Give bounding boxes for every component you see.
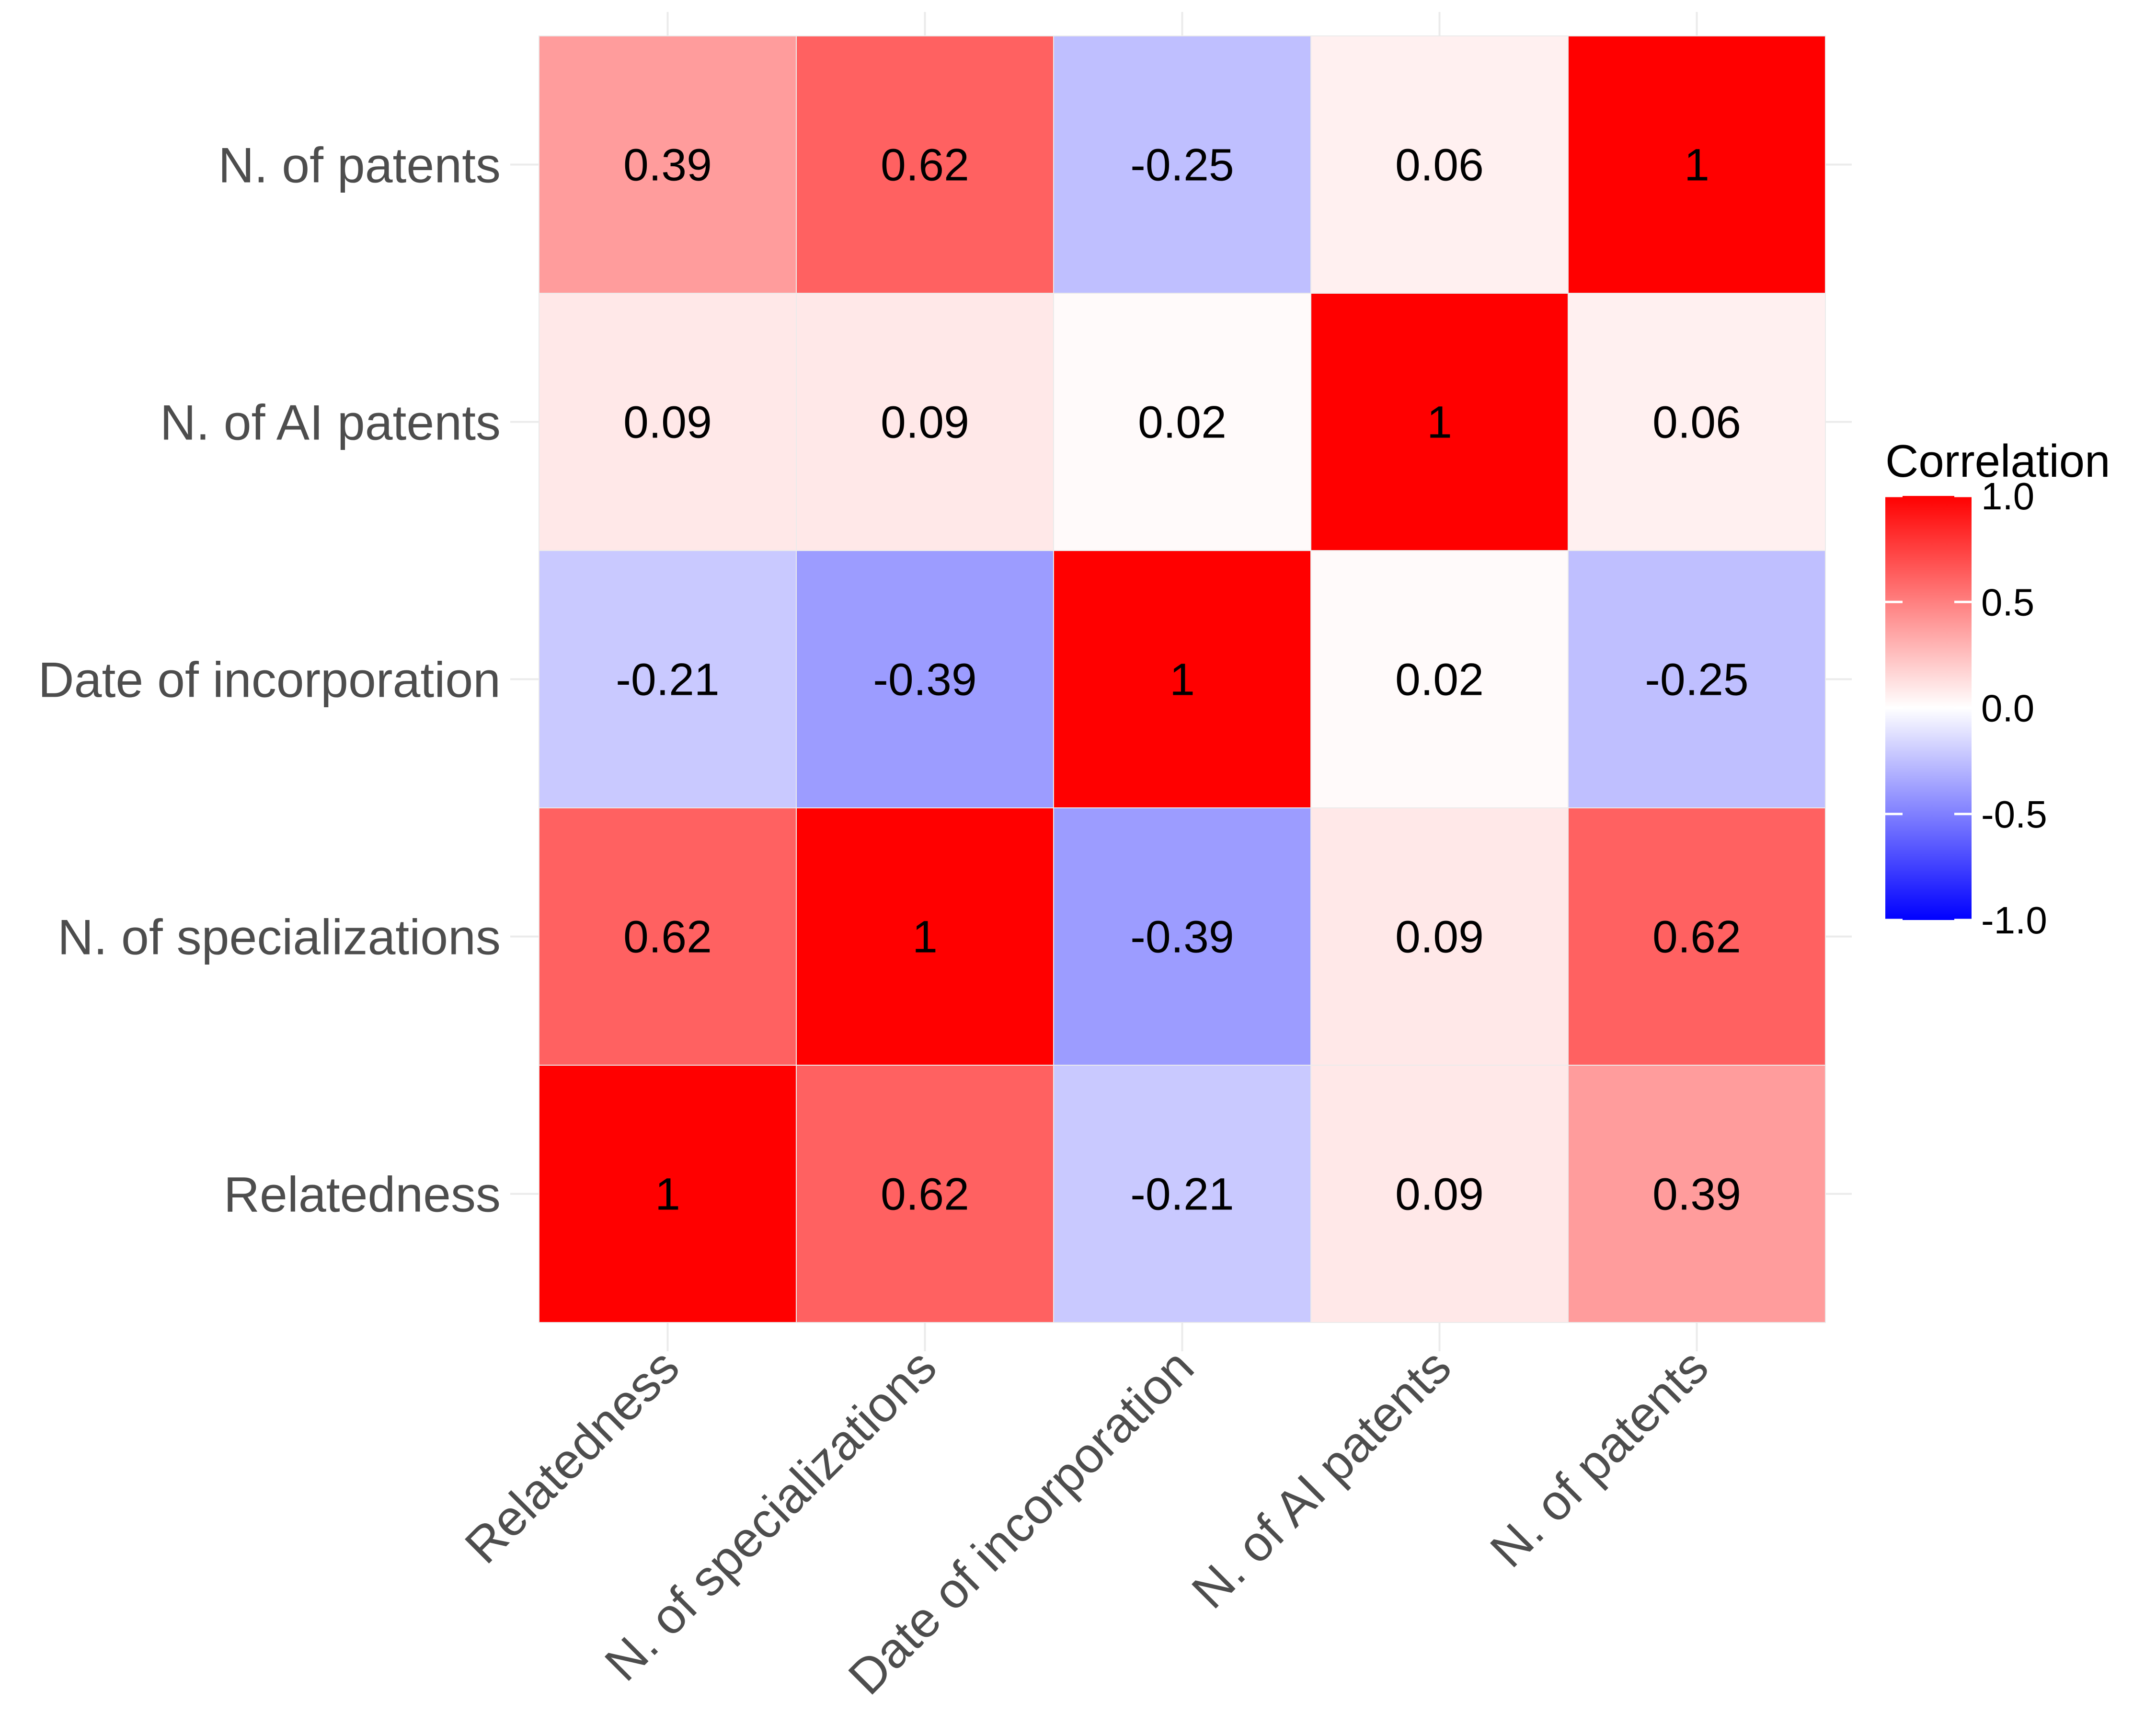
cell-value-label: 0.02 xyxy=(1138,397,1227,448)
heatmap-cell xyxy=(1568,807,1826,1066)
cell-value-label: -0.25 xyxy=(1645,655,1749,705)
cell-value-label: 0.62 xyxy=(623,912,712,963)
cell-value-label: 0.09 xyxy=(1395,912,1484,963)
x-tick-label: N. of patents xyxy=(1480,1339,1719,1578)
cell-value-label: 0.09 xyxy=(623,397,712,448)
legend-tick-label: 1.0 xyxy=(1981,475,2034,518)
heatmap-cell xyxy=(796,35,1054,294)
cell-value-label: 0.62 xyxy=(881,1169,969,1220)
heatmap-cell xyxy=(1568,1065,1826,1323)
heatmap-cell xyxy=(1053,35,1311,294)
cell-value-label: 0.39 xyxy=(623,140,712,191)
y-tick-label: N. of specializations xyxy=(57,910,501,966)
x-tick-label: N. of AI patents xyxy=(1181,1339,1462,1619)
cell-value-label: 0.09 xyxy=(881,397,969,448)
heatmap-cell xyxy=(796,550,1054,808)
heatmap-cell xyxy=(1053,550,1311,808)
y-tick-label: Date of incorporation xyxy=(38,653,501,708)
heatmap-cell xyxy=(1310,35,1569,294)
legend-tick-label: -0.5 xyxy=(1981,793,2047,836)
y-tick-label: Relatedness xyxy=(224,1167,501,1223)
cell-value-label: 0.62 xyxy=(1652,912,1741,963)
heatmap-cell xyxy=(796,1065,1054,1323)
cell-value-label: 0.02 xyxy=(1395,655,1484,705)
legend-tick-label: -1.0 xyxy=(1981,899,2047,942)
heatmap-cell xyxy=(539,807,797,1066)
cell-value-labels: 1 0.62 -0.21 0.09 0.39 0.62 1 -0.39 0.09 0.62 -0.2… xyxy=(616,140,1749,1220)
cell-value-label: 0.06 xyxy=(1652,397,1741,448)
y-tick-label: N. of AI patents xyxy=(160,395,501,451)
legend-tick-label: 0.5 xyxy=(1981,581,2034,623)
cell-value-label: -0.39 xyxy=(873,655,977,705)
heatmap-cell xyxy=(1310,1065,1569,1323)
legend-tick-label: 0.0 xyxy=(1981,687,2034,730)
cell-value-label: -0.25 xyxy=(1130,140,1234,191)
color-legend: Correlation 1.0 0.5 0.0 -0.5 -1.0 xyxy=(1885,436,2110,942)
cell-value-label: 0.62 xyxy=(881,140,969,191)
cell-value-label: 0.09 xyxy=(1395,1169,1484,1220)
heatmap-cells xyxy=(539,35,1826,1323)
heatmap-cell xyxy=(796,293,1054,551)
heatmap-cell xyxy=(1310,293,1569,551)
heatmap-cell xyxy=(539,293,797,551)
y-axis: Relatedness N. of specializations Date of … xyxy=(38,138,501,1223)
heatmap-cell xyxy=(1053,807,1311,1066)
heatmap-cell xyxy=(539,35,797,294)
heatmap-cell xyxy=(1053,1065,1311,1323)
heatmap-cell xyxy=(1053,293,1311,551)
cell-value-label: 1 xyxy=(655,1169,680,1220)
cell-value-label: -0.21 xyxy=(1130,1169,1234,1220)
cell-value-label: 0.06 xyxy=(1395,140,1484,191)
cell-value-label: 1 xyxy=(1684,140,1709,191)
heatmap-cell xyxy=(1310,807,1569,1066)
cell-value-label: -0.39 xyxy=(1130,912,1234,963)
y-tick-label: N. of patents xyxy=(218,138,501,194)
heatmap-cell xyxy=(1568,293,1826,551)
cell-value-label: 0.39 xyxy=(1652,1169,1741,1220)
cell-value-label: 1 xyxy=(1427,397,1452,448)
legend-title: Correlation xyxy=(1885,436,2110,487)
cell-value-label: -0.21 xyxy=(616,655,720,705)
heatmap-cell xyxy=(539,550,797,808)
x-tick-label: Relatedness xyxy=(455,1339,690,1574)
cell-value-label: 1 xyxy=(912,912,938,963)
cell-value-label: 1 xyxy=(1170,655,1195,705)
heatmap-cell xyxy=(796,807,1054,1066)
heatmap-cell xyxy=(1568,35,1826,294)
